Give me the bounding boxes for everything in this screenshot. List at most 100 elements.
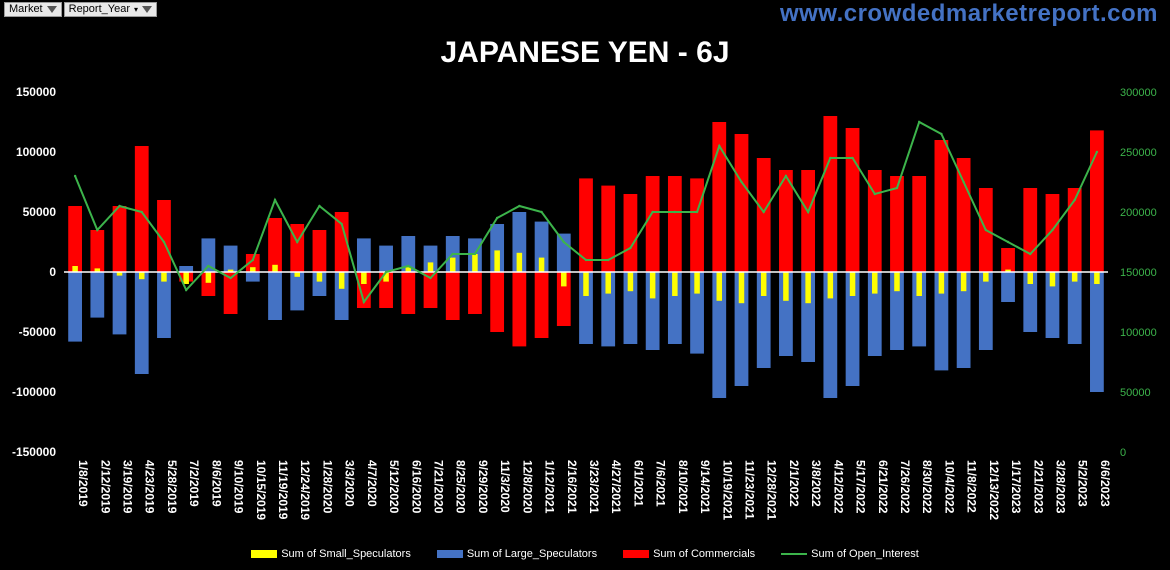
open-interest-point	[718, 144, 721, 148]
legend-entry: Sum of Commercials	[623, 548, 755, 560]
bar-small-speculators	[72, 266, 78, 272]
x-tick-label: 12/8/2020	[520, 460, 534, 514]
bar-large-speculators	[912, 272, 927, 347]
bar-large-speculators	[667, 272, 682, 344]
bar-small-speculators	[250, 267, 256, 272]
bar-small-speculators	[427, 262, 434, 272]
bar-commercials	[867, 170, 882, 272]
bar-commercials	[934, 140, 949, 272]
x-tick-label: 1/28/2020	[320, 460, 334, 514]
bar-commercials	[490, 272, 505, 332]
open-interest-point	[873, 192, 876, 196]
report-year-filter-button[interactable]: Report_Year ▾	[63, 2, 157, 17]
bar-small-speculators	[472, 254, 478, 272]
bar-large-speculators	[712, 272, 727, 398]
market-filter-label: Market	[9, 3, 43, 15]
x-tick-label: 8/6/2019	[209, 460, 223, 507]
x-tick-label: 7/6/2021	[654, 460, 668, 507]
market-filter-button[interactable]: Market	[4, 2, 62, 17]
bar-large-speculators	[867, 272, 882, 356]
right-axis-tick-label: 100000	[1120, 327, 1157, 339]
bar-commercials	[1067, 188, 1082, 272]
bar-small-speculators	[916, 272, 922, 296]
right-axis-tick-label: 50000	[1120, 387, 1151, 399]
bar-small-speculators	[694, 272, 700, 294]
open-interest-point	[629, 246, 632, 250]
bar-small-speculators	[738, 272, 745, 304]
bar-commercials	[223, 272, 238, 314]
bar-large-speculators	[779, 272, 793, 356]
bar-commercials	[734, 134, 749, 272]
bar-small-speculators	[760, 272, 767, 296]
x-tick-label: 11/19/2019	[276, 460, 290, 520]
bar-small-speculators	[338, 272, 345, 289]
open-interest-point	[251, 258, 255, 262]
bar-large-speculators	[645, 272, 660, 350]
bar-large-speculators	[223, 245, 238, 272]
bar-large-speculators	[890, 272, 904, 350]
x-tick-label: 5/12/2020	[387, 460, 401, 514]
bar-small-speculators	[783, 272, 789, 301]
x-tick-label: 4/7/2020	[365, 460, 379, 507]
bar-large-speculators	[379, 245, 393, 272]
bar-commercials	[534, 272, 549, 338]
bar-commercials	[112, 206, 127, 272]
legend-label: Sum of Large_Speculators	[466, 548, 598, 560]
bar-commercials	[1001, 248, 1015, 272]
open-interest-point	[229, 276, 232, 280]
bar-large-speculators	[201, 238, 216, 272]
bar-commercials	[268, 218, 282, 272]
bar-small-speculators	[1027, 272, 1034, 284]
x-tick-label: 3/28/2023	[1053, 460, 1067, 514]
left-axis-tick-label: 150000	[16, 85, 56, 99]
bar-small-speculators	[405, 267, 412, 272]
bar-large-speculators	[334, 272, 349, 320]
open-interest-point	[673, 210, 677, 214]
bar-large-speculators	[157, 272, 171, 338]
open-interest-point	[495, 216, 499, 220]
x-tick-label: 11/3/2020	[498, 460, 512, 513]
bar-commercials	[157, 200, 171, 272]
bar-commercials	[845, 128, 860, 272]
bar-small-speculators	[449, 257, 456, 272]
open-interest-point	[273, 198, 277, 202]
x-tick-label: 12/24/2019	[298, 460, 312, 520]
bar-commercials	[134, 146, 149, 272]
open-interest-point	[695, 210, 699, 214]
bar-large-speculators	[312, 272, 327, 296]
right-axis-tick-label: 150000	[1120, 267, 1157, 279]
bar-small-speculators	[872, 272, 878, 294]
bar-commercials	[245, 254, 260, 272]
bar-large-speculators	[1001, 272, 1015, 302]
open-interest-point	[1095, 150, 1099, 154]
x-tick-label: 7/26/2022	[898, 460, 912, 514]
legend-swatch	[251, 550, 278, 558]
bar-commercials	[601, 185, 616, 272]
bar-large-speculators	[934, 272, 949, 371]
bar-commercials	[801, 170, 816, 272]
legend-label: Sum of Open_Interest	[811, 548, 919, 560]
bar-commercials	[956, 158, 971, 272]
chart-legend: Sum of Small_Speculators Sum of Large_Spe…	[0, 548, 1170, 560]
open-interest-point	[851, 156, 854, 160]
bar-commercials	[623, 194, 638, 272]
open-interest-point	[162, 240, 166, 244]
x-tick-label: 10/4/2022	[942, 460, 956, 514]
bar-small-speculators	[960, 272, 967, 292]
legend-swatch	[623, 550, 650, 558]
open-interest-point	[806, 210, 810, 214]
x-tick-label: 5/17/2022	[854, 460, 868, 514]
x-tick-label: 8/30/2022	[920, 460, 934, 514]
x-tick-label: 12/28/2021	[765, 460, 779, 520]
bar-large-speculators	[179, 266, 194, 272]
x-tick-label: 1/17/2023	[1009, 460, 1023, 514]
bar-large-speculators	[823, 272, 838, 398]
bar-small-speculators	[383, 272, 389, 282]
bar-large-speculators	[512, 212, 527, 272]
bar-large-speculators	[1090, 272, 1104, 392]
bar-commercials	[1090, 130, 1104, 272]
bar-small-speculators	[138, 272, 145, 280]
bar-large-speculators	[756, 272, 771, 368]
left-axis-tick-label: 100000	[16, 145, 56, 159]
open-interest-point	[762, 210, 765, 214]
